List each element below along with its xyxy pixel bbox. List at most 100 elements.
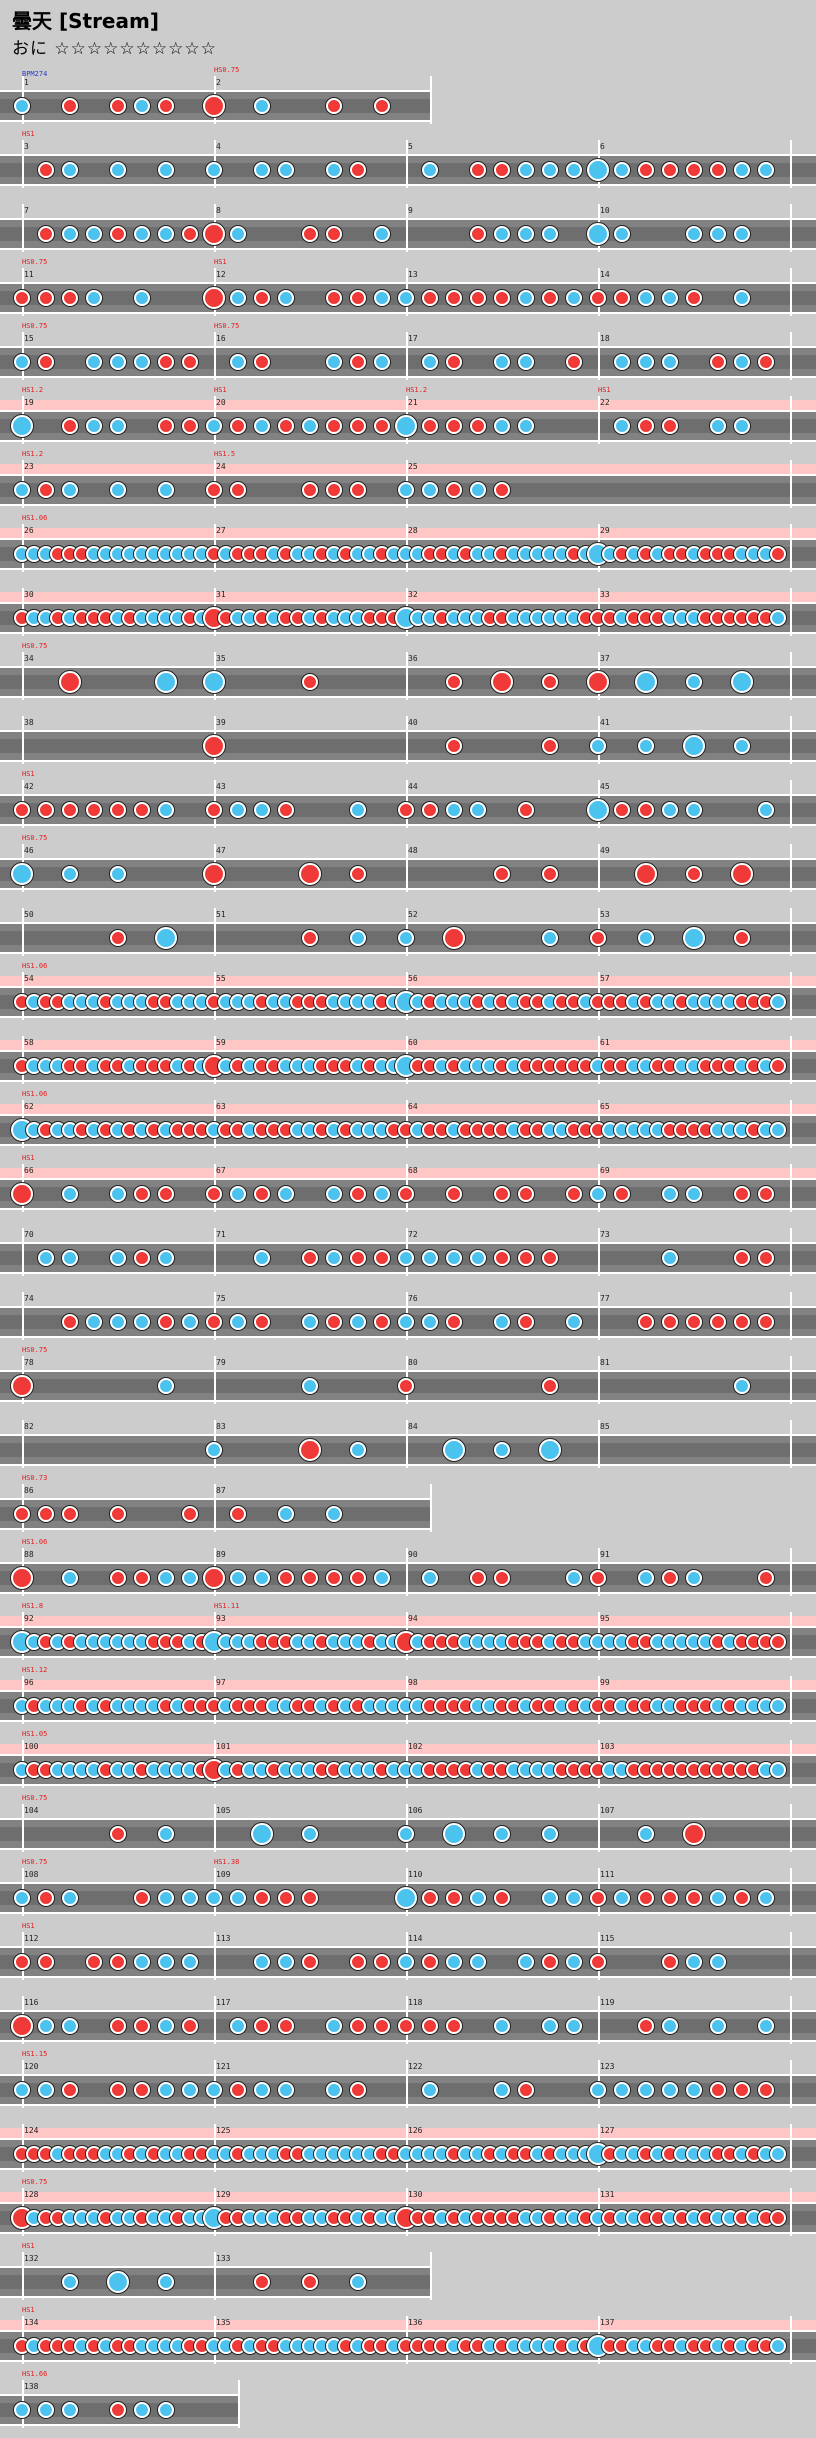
don-note — [398, 1378, 414, 1394]
measure-number: 59 — [216, 1038, 226, 1047]
don-note — [566, 354, 582, 370]
bar-line — [598, 396, 600, 444]
ka-note — [110, 866, 126, 882]
ka-note — [326, 162, 342, 178]
ka-note — [11, 415, 33, 437]
don-note — [374, 1314, 390, 1330]
ka-note — [683, 735, 705, 757]
ka-note — [158, 802, 174, 818]
ka-note — [710, 226, 726, 242]
don-note — [638, 2018, 654, 2034]
measure-number: 118 — [408, 1998, 423, 2007]
end-bar-line — [238, 2380, 240, 2428]
don-note — [734, 2082, 750, 2098]
end-bar-line — [430, 76, 432, 124]
ka-note — [302, 1378, 318, 1394]
ka-note — [350, 802, 366, 818]
measure-number: 54 — [24, 974, 34, 983]
ka-note — [398, 1314, 414, 1330]
measure-number: 47 — [216, 846, 226, 855]
measure-number: 10 — [600, 206, 610, 215]
ka-note — [326, 1250, 342, 1266]
don-note — [254, 1890, 270, 1906]
ka-note — [710, 2018, 726, 2034]
ka-note — [302, 418, 318, 434]
don-note — [302, 2274, 318, 2290]
don-note — [62, 418, 78, 434]
ka-note — [134, 290, 150, 306]
measure-number: 22 — [600, 398, 610, 407]
don-note — [662, 162, 678, 178]
ka-note — [686, 802, 702, 818]
don-note — [734, 1186, 750, 1202]
ka-note — [374, 290, 390, 306]
ka-note — [110, 1186, 126, 1202]
don-note — [14, 1954, 30, 1970]
don-note — [38, 226, 54, 242]
measure-number: 96 — [24, 1678, 34, 1687]
ka-note — [422, 2082, 438, 2098]
ka-note — [158, 2082, 174, 2098]
end-bar-line — [790, 1164, 792, 1212]
don-note — [62, 290, 78, 306]
don-note — [542, 290, 558, 306]
ka-note — [662, 2018, 678, 2034]
end-bar-line — [790, 1228, 792, 1276]
don-note — [590, 1954, 606, 1970]
ka-note — [518, 290, 534, 306]
ka-note — [326, 354, 342, 370]
speed-label: HS1 — [598, 386, 611, 394]
don-note — [734, 1314, 750, 1330]
don-note — [662, 418, 678, 434]
measure-number: 8 — [216, 206, 221, 215]
don-note — [542, 1954, 558, 1970]
ka-note — [590, 2082, 606, 2098]
ka-note — [566, 162, 582, 178]
ka-note — [254, 98, 270, 114]
chart-row: HS1 132 133 — [0, 2242, 432, 2310]
ka-note — [206, 418, 222, 434]
measure-number: 121 — [216, 2062, 231, 2071]
ka-note — [770, 1122, 786, 1138]
chart-row: HS0.75 104 105 106 107 — [0, 1794, 816, 1862]
ka-note — [203, 671, 225, 693]
ka-note — [614, 2082, 630, 2098]
don-note — [134, 802, 150, 818]
don-note — [158, 98, 174, 114]
ka-note — [770, 2338, 786, 2354]
don-note — [182, 2018, 198, 2034]
don-note — [446, 290, 462, 306]
ka-note — [254, 802, 270, 818]
measure-number: 1 — [24, 78, 29, 87]
ka-note — [710, 1890, 726, 1906]
ka-note — [374, 354, 390, 370]
don-note — [683, 1823, 705, 1845]
measure-number: 125 — [216, 2126, 231, 2135]
don-note — [446, 738, 462, 754]
don-note — [158, 418, 174, 434]
ka-note — [158, 1954, 174, 1970]
don-note — [758, 354, 774, 370]
ka-note — [182, 2082, 198, 2098]
don-note — [158, 354, 174, 370]
don-note — [134, 1186, 150, 1202]
ka-note — [278, 2082, 294, 2098]
measure-number: 4 — [216, 142, 221, 151]
end-bar-line — [790, 1804, 792, 1852]
measure-number: 24 — [216, 462, 226, 471]
bar-line — [406, 332, 408, 380]
measure-number: 135 — [216, 2318, 231, 2327]
ka-note — [278, 162, 294, 178]
don-note — [710, 2082, 726, 2098]
measure-number: 42 — [24, 782, 34, 791]
chart-row: HS1 134 135 136 137 — [0, 2306, 816, 2374]
don-note — [182, 354, 198, 370]
ka-note — [686, 1186, 702, 1202]
chart-row: HS1 66 67 68 69 — [0, 1154, 816, 1222]
measure-number: 116 — [24, 1998, 39, 2007]
ka-note — [734, 418, 750, 434]
ka-note — [518, 162, 534, 178]
measure-number: 120 — [24, 2062, 39, 2071]
don-note — [14, 290, 30, 306]
